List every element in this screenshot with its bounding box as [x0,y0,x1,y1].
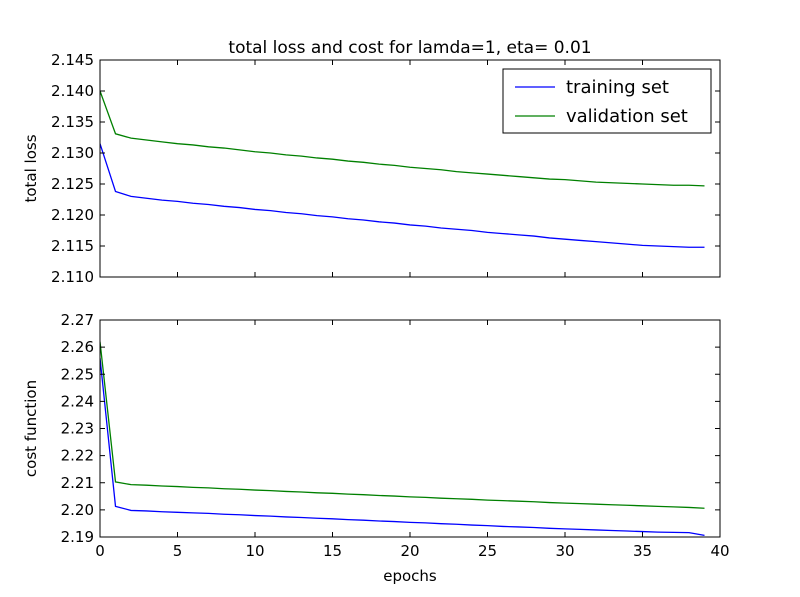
y-tick-label: 2.25 [61,365,94,383]
y-tick-label: 2.135 [51,113,94,131]
x-tick-label: 10 [245,542,264,560]
y-axis-label: total loss [22,134,40,202]
x-tick-label: 25 [478,542,497,560]
y-tick-label: 2.20 [61,501,94,519]
y-tick-label: 2.22 [61,447,94,465]
y-tick-label: 2.145 [51,51,94,69]
chart-2: 2.19 2.20 2.21 2.22 2.23 2.24 2.25 2.26 2.27 0 5 10… [22,311,730,585]
series-line-validation-set [100,90,705,187]
x-tick-label: 0 [95,542,105,560]
x-tick-label: 15 [323,542,342,560]
y-tick-label: 2.26 [61,338,94,356]
legend-box [502,68,712,134]
y-tick-label: 2.130 [51,144,94,162]
plot-frame [99,319,721,538]
plot-area [100,320,720,537]
plot-frame [99,59,721,278]
y-tick-label: 2.115 [51,237,94,255]
legend-label: training set [566,77,669,98]
x-tick-label: 30 [555,542,574,560]
x-tick-label: 40 [710,542,729,560]
x-tick-label: 35 [633,542,652,560]
chart-title: total loss and cost for lamda=1, eta= 0.… [228,38,591,58]
series-line-training-set [100,357,705,537]
y-tick-label: 2.27 [61,311,94,329]
y-tick-label: 2.110 [51,268,94,286]
y-tick-label: 2.120 [51,206,94,224]
y-axis-label: cost function [22,380,40,477]
y-tick-label: 2.125 [51,175,94,193]
legend-label: validation set [566,106,688,127]
x-tick-label: 20 [400,542,419,560]
series-line-training-set [100,143,705,248]
chart-1: 2.110 2.115 2.120 2.125 2.130 2.135 2.140 2.145… [22,38,721,286]
y-tick-label: 2.23 [61,420,94,438]
series-line-validation-set [100,341,705,509]
y-tick-label: 2.140 [51,82,94,100]
chart-root: 2.110 2.115 2.120 2.125 2.130 2.135 2.140 2.145… [22,38,730,585]
x-axis-label: epochs [383,567,437,585]
y-tick-label: 2.19 [61,528,94,546]
legend: training set validation set [502,68,712,134]
x-tick-label: 5 [173,542,183,560]
y-tick-label: 2.21 [61,474,94,492]
y-tick-label: 2.24 [61,392,94,410]
